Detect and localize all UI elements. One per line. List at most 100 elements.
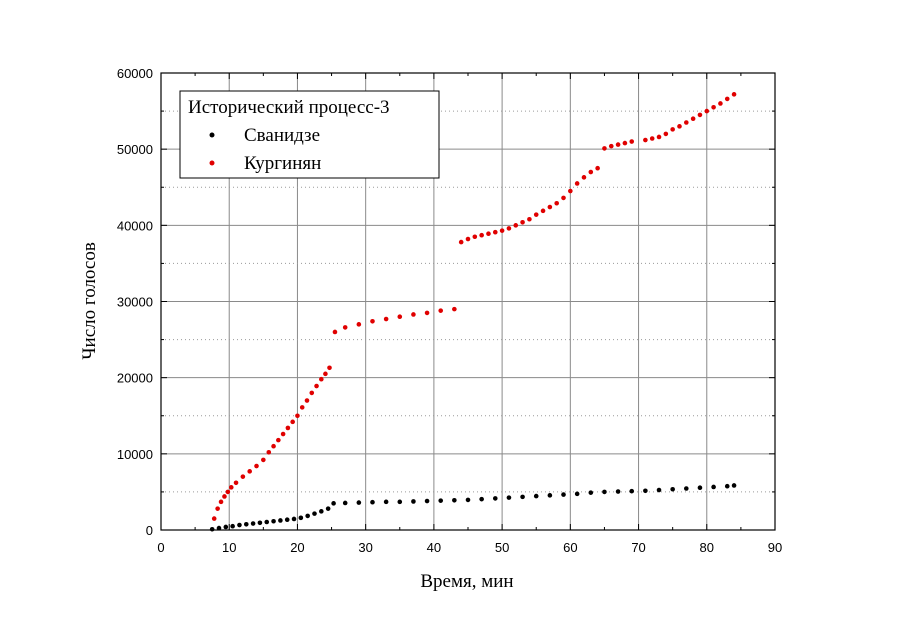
data-point — [623, 141, 628, 146]
data-point — [295, 413, 300, 418]
data-point — [520, 495, 525, 500]
data-point — [718, 101, 723, 106]
data-point — [411, 312, 416, 317]
data-point — [452, 307, 457, 312]
x-tick-label: 20 — [290, 540, 304, 555]
x-tick-label: 90 — [768, 540, 782, 555]
data-point — [222, 494, 227, 499]
x-tick-labels: 0 10 20 30 40 50 60 70 80 90 — [157, 540, 782, 555]
data-point — [568, 189, 573, 194]
data-point — [224, 525, 229, 530]
data-point — [493, 230, 498, 235]
legend-label-svanidze: Сванидзе — [244, 125, 320, 146]
data-point — [251, 521, 256, 526]
data-point — [357, 322, 362, 327]
data-point — [343, 325, 348, 330]
data-point — [438, 498, 443, 503]
data-point — [247, 469, 252, 474]
data-point — [486, 231, 491, 236]
data-point — [629, 139, 634, 144]
series-0 — [210, 483, 737, 531]
legend-marker-kurginyan — [210, 161, 215, 166]
data-point — [711, 105, 716, 110]
data-point — [664, 132, 669, 137]
data-point — [210, 527, 215, 532]
data-point — [290, 420, 295, 425]
data-point — [305, 514, 310, 519]
data-point — [271, 444, 276, 449]
data-point — [331, 501, 336, 506]
data-point — [602, 146, 607, 151]
data-point — [732, 92, 737, 97]
data-point — [589, 490, 594, 495]
y-tick-label: 50000 — [117, 142, 153, 157]
y-axis-title: Число голосов — [79, 242, 100, 360]
data-point — [219, 500, 224, 505]
data-point — [370, 319, 375, 324]
data-point — [215, 506, 220, 511]
legend-marker-svanidze — [210, 133, 215, 138]
data-point — [725, 484, 730, 489]
data-point — [459, 240, 464, 245]
data-point — [212, 516, 217, 521]
y-tick-label: 20000 — [117, 371, 153, 386]
data-point — [323, 372, 328, 377]
data-point — [244, 522, 249, 527]
legend-title: Исторический процесс-3 — [188, 97, 390, 118]
data-point — [312, 511, 317, 516]
data-point — [616, 489, 621, 494]
data-point — [711, 485, 716, 490]
data-point — [438, 308, 443, 313]
data-point — [281, 432, 286, 437]
x-tick-label: 70 — [631, 540, 645, 555]
data-point — [258, 520, 263, 525]
data-point — [479, 497, 484, 502]
data-point — [229, 485, 234, 490]
data-point — [527, 217, 532, 222]
y-tick-label: 0 — [146, 523, 153, 538]
data-point — [507, 495, 512, 500]
data-point — [657, 488, 662, 493]
data-point — [732, 483, 737, 488]
x-tick-label: 0 — [157, 540, 164, 555]
data-point — [704, 109, 709, 114]
data-point — [534, 494, 539, 499]
data-point — [309, 391, 314, 396]
x-tick-label: 80 — [700, 540, 714, 555]
data-point — [684, 486, 689, 491]
data-point — [425, 311, 430, 316]
data-point — [327, 365, 332, 370]
y-tick-labels: 0100002000030000400005000060000 — [117, 66, 153, 538]
data-point — [657, 135, 662, 140]
data-point — [466, 498, 471, 503]
data-point — [264, 520, 269, 525]
data-point — [575, 181, 580, 186]
data-point — [397, 314, 402, 319]
x-tick-label: 10 — [222, 540, 236, 555]
data-point — [541, 209, 546, 214]
data-point — [384, 500, 389, 505]
data-point — [548, 205, 553, 210]
data-point — [507, 226, 512, 231]
data-point — [561, 492, 566, 497]
data-point — [286, 426, 291, 431]
data-point — [575, 492, 580, 497]
data-point — [314, 384, 319, 389]
data-point — [691, 116, 696, 121]
data-point — [595, 166, 600, 171]
data-point — [234, 480, 239, 485]
data-point — [230, 524, 235, 529]
data-point — [300, 405, 305, 410]
data-point — [677, 124, 682, 129]
data-point — [384, 317, 389, 322]
x-axis-title: Время, мин — [420, 571, 513, 592]
x-tick-label: 50 — [495, 540, 509, 555]
legend: Исторический процесс-3 Сванидзе Кургинян — [180, 91, 439, 178]
data-point — [241, 474, 246, 479]
data-point — [299, 516, 304, 521]
data-point — [466, 237, 471, 242]
data-point — [493, 496, 498, 501]
data-point — [370, 500, 375, 505]
data-point — [534, 212, 539, 217]
